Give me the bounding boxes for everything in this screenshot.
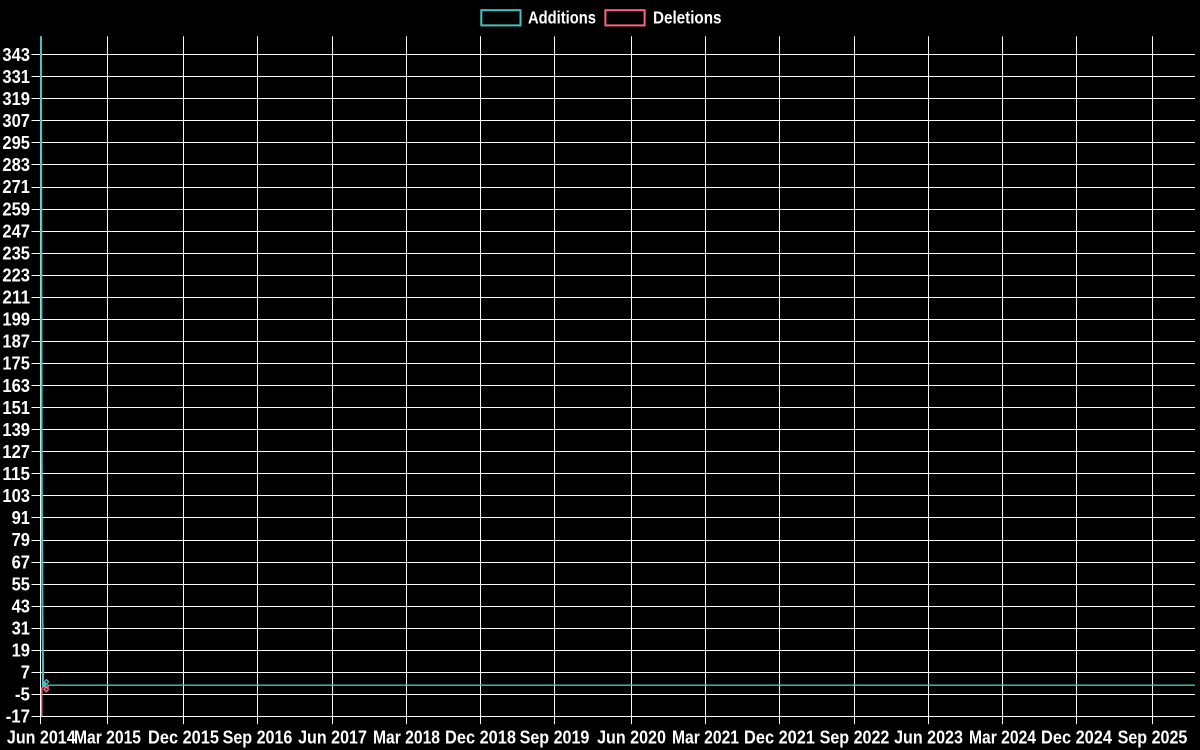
svg-text:163: 163 — [2, 375, 30, 396]
svg-text:67: 67 — [12, 551, 30, 572]
svg-text:31: 31 — [12, 618, 30, 639]
svg-text:Jun 2017: Jun 2017 — [298, 726, 367, 747]
svg-text:115: 115 — [2, 463, 30, 484]
svg-text:307: 307 — [2, 110, 30, 131]
svg-text:Sep 2019: Sep 2019 — [520, 726, 590, 747]
svg-text:247: 247 — [2, 220, 30, 241]
svg-text:55: 55 — [12, 573, 30, 594]
svg-text:295: 295 — [2, 132, 30, 153]
svg-text:Jun 2020: Jun 2020 — [597, 726, 666, 747]
svg-text:187: 187 — [2, 331, 30, 352]
svg-text:Mar 2021: Mar 2021 — [672, 726, 739, 747]
svg-text:Dec 2015: Dec 2015 — [148, 726, 219, 747]
svg-text:127: 127 — [2, 441, 30, 462]
svg-text:Sep 2022: Sep 2022 — [820, 726, 890, 747]
svg-text:Jun 2023: Jun 2023 — [894, 726, 963, 747]
svg-text:Dec 2018: Dec 2018 — [445, 726, 516, 747]
svg-text:Sep 2025: Sep 2025 — [1118, 726, 1188, 747]
svg-text:235: 235 — [2, 242, 30, 263]
svg-text:139: 139 — [2, 419, 30, 440]
svg-text:271: 271 — [2, 176, 30, 197]
svg-text:223: 223 — [2, 265, 30, 286]
svg-text:Mar 2024: Mar 2024 — [969, 726, 1037, 747]
svg-text:-17: -17 — [6, 706, 30, 727]
svg-text:343: 343 — [2, 44, 30, 65]
svg-text:Mar 2018: Mar 2018 — [373, 726, 440, 747]
svg-text:175: 175 — [2, 353, 30, 374]
svg-text:319: 319 — [2, 88, 30, 109]
svg-text:Dec 2021: Dec 2021 — [744, 726, 815, 747]
svg-text:151: 151 — [2, 397, 30, 418]
svg-text:Sep 2016: Sep 2016 — [223, 726, 293, 747]
svg-text:7: 7 — [21, 662, 30, 683]
svg-text:199: 199 — [2, 309, 30, 330]
svg-text:331: 331 — [2, 66, 30, 87]
svg-text:Mar 2015: Mar 2015 — [74, 726, 141, 747]
svg-text:19: 19 — [12, 640, 30, 661]
svg-text:-5: -5 — [15, 684, 30, 705]
svg-text:Dec 2024: Dec 2024 — [1041, 726, 1112, 747]
svg-text:Jun 2014: Jun 2014 — [7, 726, 76, 747]
svg-text:79: 79 — [12, 529, 30, 550]
svg-text:103: 103 — [2, 485, 30, 506]
svg-text:Additions: Additions — [528, 8, 596, 28]
svg-text:Deletions: Deletions — [653, 8, 722, 28]
svg-text:91: 91 — [12, 507, 30, 528]
svg-text:211: 211 — [2, 287, 30, 308]
svg-text:259: 259 — [2, 198, 30, 219]
svg-text:43: 43 — [12, 595, 30, 616]
svg-text:283: 283 — [2, 154, 30, 175]
